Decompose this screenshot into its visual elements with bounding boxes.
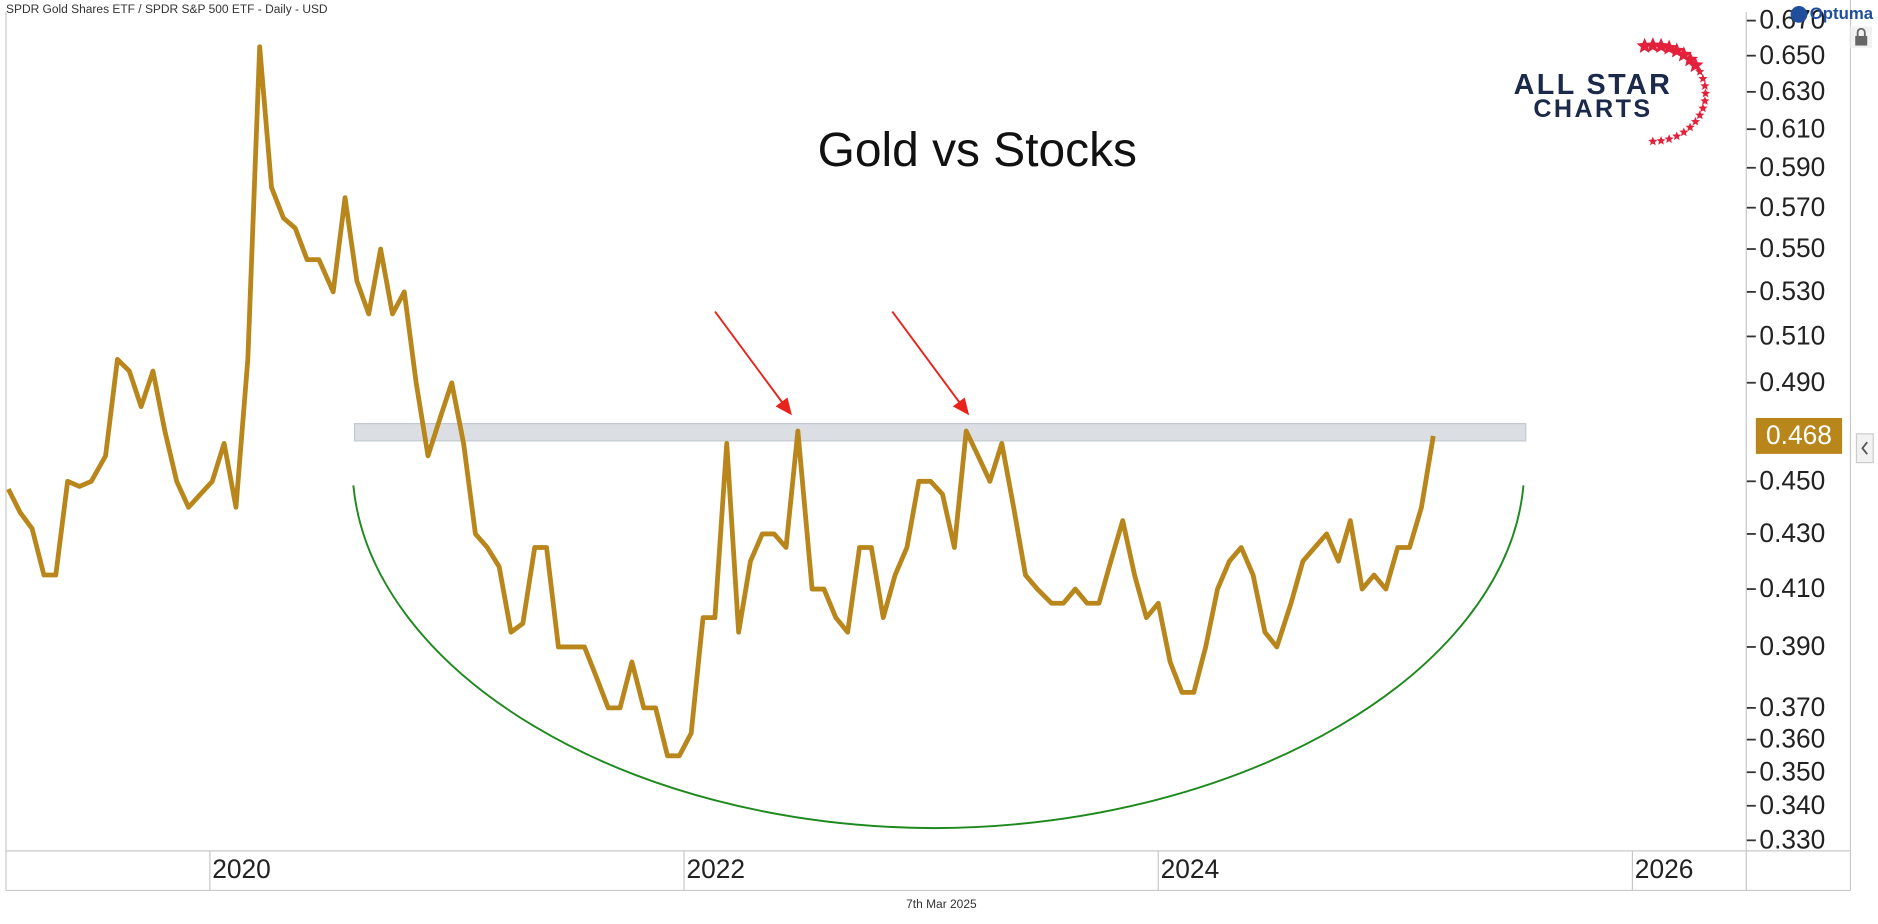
logo-star: [1664, 134, 1674, 143]
logo-star: [1698, 73, 1708, 83]
logo-star: [1700, 81, 1710, 90]
x-tick-label: 2024: [1161, 854, 1220, 884]
y-tick-label: 0.490: [1759, 367, 1825, 397]
logo-line: ALL STAR: [1514, 69, 1673, 101]
lock-icon-shackle: [1856, 27, 1866, 36]
y-tick-label: 0.450: [1759, 465, 1825, 495]
y-tick-label: 0.410: [1759, 573, 1825, 603]
last-value-label: 0.468: [1766, 420, 1832, 450]
optuma-icon: [1790, 5, 1808, 23]
logo-star: [1679, 127, 1689, 137]
y-tick-label: 0.350: [1759, 756, 1825, 786]
arrow-head: [952, 397, 970, 416]
logo-star: [1636, 37, 1653, 53]
arrow-head: [775, 397, 792, 416]
y-tick-label: 0.370: [1759, 692, 1825, 722]
date-label: 7th Mar 2025: [906, 897, 977, 911]
y-tick-label: 0.610: [1759, 113, 1825, 143]
x-tick-label: 2022: [686, 854, 745, 884]
y-tick-label: 0.570: [1759, 192, 1825, 222]
last-value-box: [1755, 417, 1843, 454]
logo: ALL STAR CHARTS: [1514, 37, 1711, 146]
logo-star: [1698, 103, 1708, 113]
x-tick-label: 2020: [212, 854, 271, 884]
y-tick-label: 0.630: [1759, 76, 1825, 106]
series-line: [6, 44, 1436, 759]
logo-star: [1656, 136, 1666, 145]
y-tick-label: 0.510: [1759, 321, 1825, 351]
logo-star: [1648, 136, 1658, 146]
y-tick-label: 0.340: [1759, 790, 1825, 820]
logo-star: [1695, 110, 1705, 120]
x-tick-label: 2026: [1635, 854, 1694, 884]
y-tick-label: 0.430: [1759, 518, 1825, 548]
logo-star: [1672, 131, 1682, 141]
logo-star: [1690, 116, 1701, 126]
collapse-icon: [1861, 441, 1868, 455]
y-tick-label: 0.530: [1759, 276, 1825, 306]
arrow-line: [714, 311, 785, 405]
logo-star: [1695, 66, 1705, 76]
y-tick-label: 0.650: [1759, 40, 1825, 70]
y-tick-label: 0.390: [1759, 631, 1825, 661]
logo-star: [1644, 37, 1661, 53]
y-tick-label: 0.360: [1759, 724, 1825, 754]
rounding-bottom-arc: [352, 485, 1525, 830]
logo-star: [1653, 37, 1670, 53]
logo-star: [1700, 96, 1710, 105]
y-tick-label: 0.550: [1759, 233, 1825, 263]
logo-star: [1682, 51, 1699, 67]
lock-icon: [1855, 35, 1868, 46]
chart-title: Gold vs Stocks: [818, 124, 1137, 177]
y-tick-label: 0.330: [1759, 824, 1825, 854]
logo-star: [1700, 88, 1711, 98]
arrows: [714, 311, 970, 416]
logo-star: [1685, 122, 1695, 132]
chart-subtitle: SPDR Gold Shares ETF / SPDR S&P 500 ETF …: [6, 2, 328, 16]
collapse-button[interactable]: [1855, 433, 1874, 464]
y-tick-label: 0.590: [1759, 152, 1825, 182]
source-label: Optuma: [1810, 4, 1874, 23]
arrow-line: [891, 311, 962, 405]
logo-line: CHARTS: [1533, 95, 1652, 123]
resistance-band: [353, 423, 1527, 442]
